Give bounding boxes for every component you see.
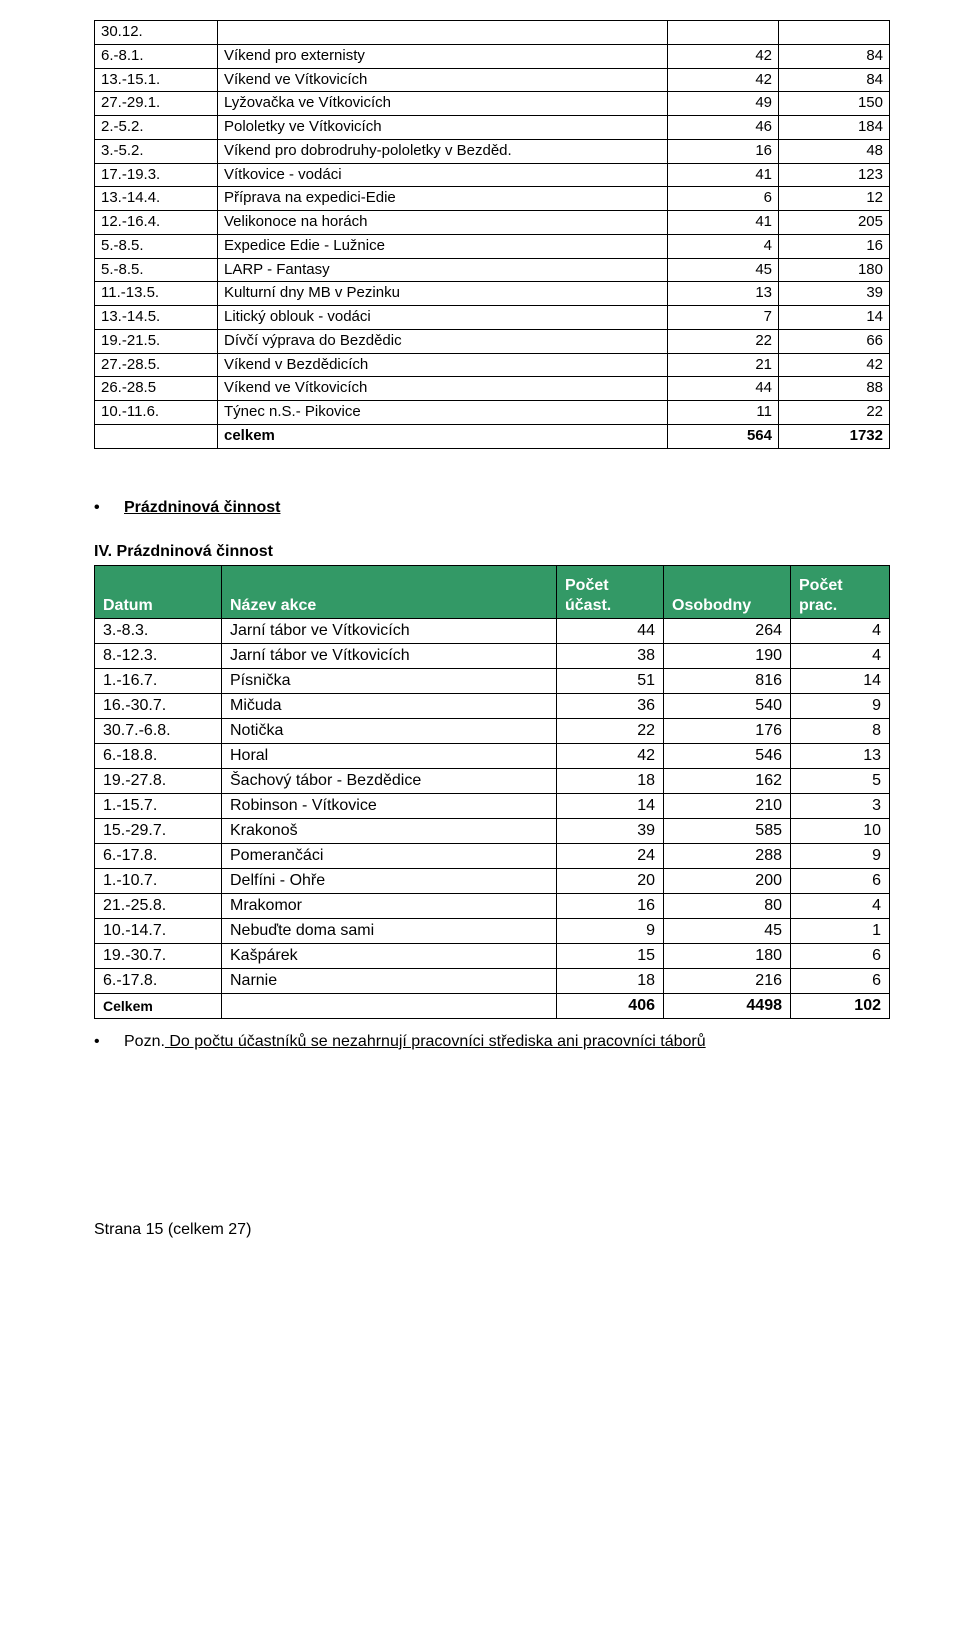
table-row: 27.-29.1.Lyžovačka ve Vítkovicích49150	[95, 92, 890, 116]
note: Pozn. Do počtu účastníků se nezahrnují p…	[124, 1033, 890, 1051]
note-text: Do počtu účastníků se nezahrnují pracovn…	[165, 1033, 706, 1050]
table-row: 10.-14.7.Nebuďte doma sami9451	[95, 918, 890, 943]
section-title: Prázdninová činnost	[124, 499, 890, 517]
col-participants-header: Početúčast.	[557, 565, 664, 618]
table-row: 16.-30.7.Mičuda365409	[95, 693, 890, 718]
table-row: 30.7.-6.8.Notička221768	[95, 718, 890, 743]
table-row: 19.-30.7.Kašpárek151806	[95, 943, 890, 968]
table-row: 13.-14.5.Litický oblouk - vodáci714	[95, 306, 890, 330]
table-row: 1.-15.7.Robinson - Vítkovice142103	[95, 793, 890, 818]
table-row: 6.-17.8.Narnie182166	[95, 968, 890, 993]
table-row: 3.-5.2.Víkend pro dobrodruhy-pololetky v…	[95, 139, 890, 163]
table-total-row: Celkem4064498102	[95, 993, 890, 1018]
col-persondays-header: Osobodny	[664, 565, 791, 618]
table-row: 5.-8.5.Expedice Edie - Lužnice416	[95, 234, 890, 258]
table-row: 3.-8.3.Jarní tábor ve Vítkovicích442644	[95, 618, 890, 643]
events-table-1: 30.12.6.-8.1.Víkend pro externisty428413…	[94, 20, 890, 449]
table-row: 30.12.	[95, 21, 890, 45]
table-row: 1.-16.7.Písnička5181614	[95, 668, 890, 693]
note-prefix: Pozn.	[124, 1033, 165, 1050]
table-row: 17.-19.3.Vítkovice - vodáci41123	[95, 163, 890, 187]
page-footer: Strana 15 (celkem 27)	[94, 1221, 890, 1239]
col-date-header: Datum	[95, 565, 222, 618]
table-row: 13.-15.1.Víkend ve Vítkovicích4284	[95, 68, 890, 92]
table-row: 13.-14.4.Příprava na expedici-Edie612	[95, 187, 890, 211]
table-row: 11.-13.5.Kulturní dny MB v Pezinku1339	[95, 282, 890, 306]
table-row: 5.-8.5.LARP - Fantasy45180	[95, 258, 890, 282]
holiday-activity-table: Datum Název akce Početúčast. Osobodny Po…	[94, 565, 890, 1019]
table-row: 6.-18.8.Horal4254613	[95, 743, 890, 768]
table-row: 12.-16.4.Velikonoce na horách41205	[95, 211, 890, 235]
table-row: 19.-27.8.Šachový tábor - Bezdědice181625	[95, 768, 890, 793]
table-row: 26.-28.5Víkend ve Vítkovicích4488	[95, 377, 890, 401]
section-subhead: IV. Prázdninová činnost	[94, 543, 890, 561]
col-name-header: Název akce	[222, 565, 557, 618]
table-row: 8.-12.3.Jarní tábor ve Vítkovicích381904	[95, 643, 890, 668]
table-row: 19.-21.5.Dívčí výprava do Bezdědic2266	[95, 329, 890, 353]
table-total-row: celkem5641732	[95, 424, 890, 448]
table-row: 27.-28.5.Víkend v Bezdědicích2142	[95, 353, 890, 377]
table-row: 6.-8.1.Víkend pro externisty4284	[95, 44, 890, 68]
table-row: 21.-25.8.Mrakomor16804	[95, 893, 890, 918]
table-row: 2.-5.2.Pololetky ve Vítkovicích46184	[95, 116, 890, 140]
table-row: 15.-29.7.Krakonoš3958510	[95, 818, 890, 843]
col-workers-header: Početprac.	[791, 565, 890, 618]
table-row: 6.-17.8.Pomerančáci242889	[95, 843, 890, 868]
table-row: 10.-11.6.Týnec n.S.- Pikovice1122	[95, 401, 890, 425]
table-row: 1.-10.7.Delfíni - Ohře202006	[95, 868, 890, 893]
